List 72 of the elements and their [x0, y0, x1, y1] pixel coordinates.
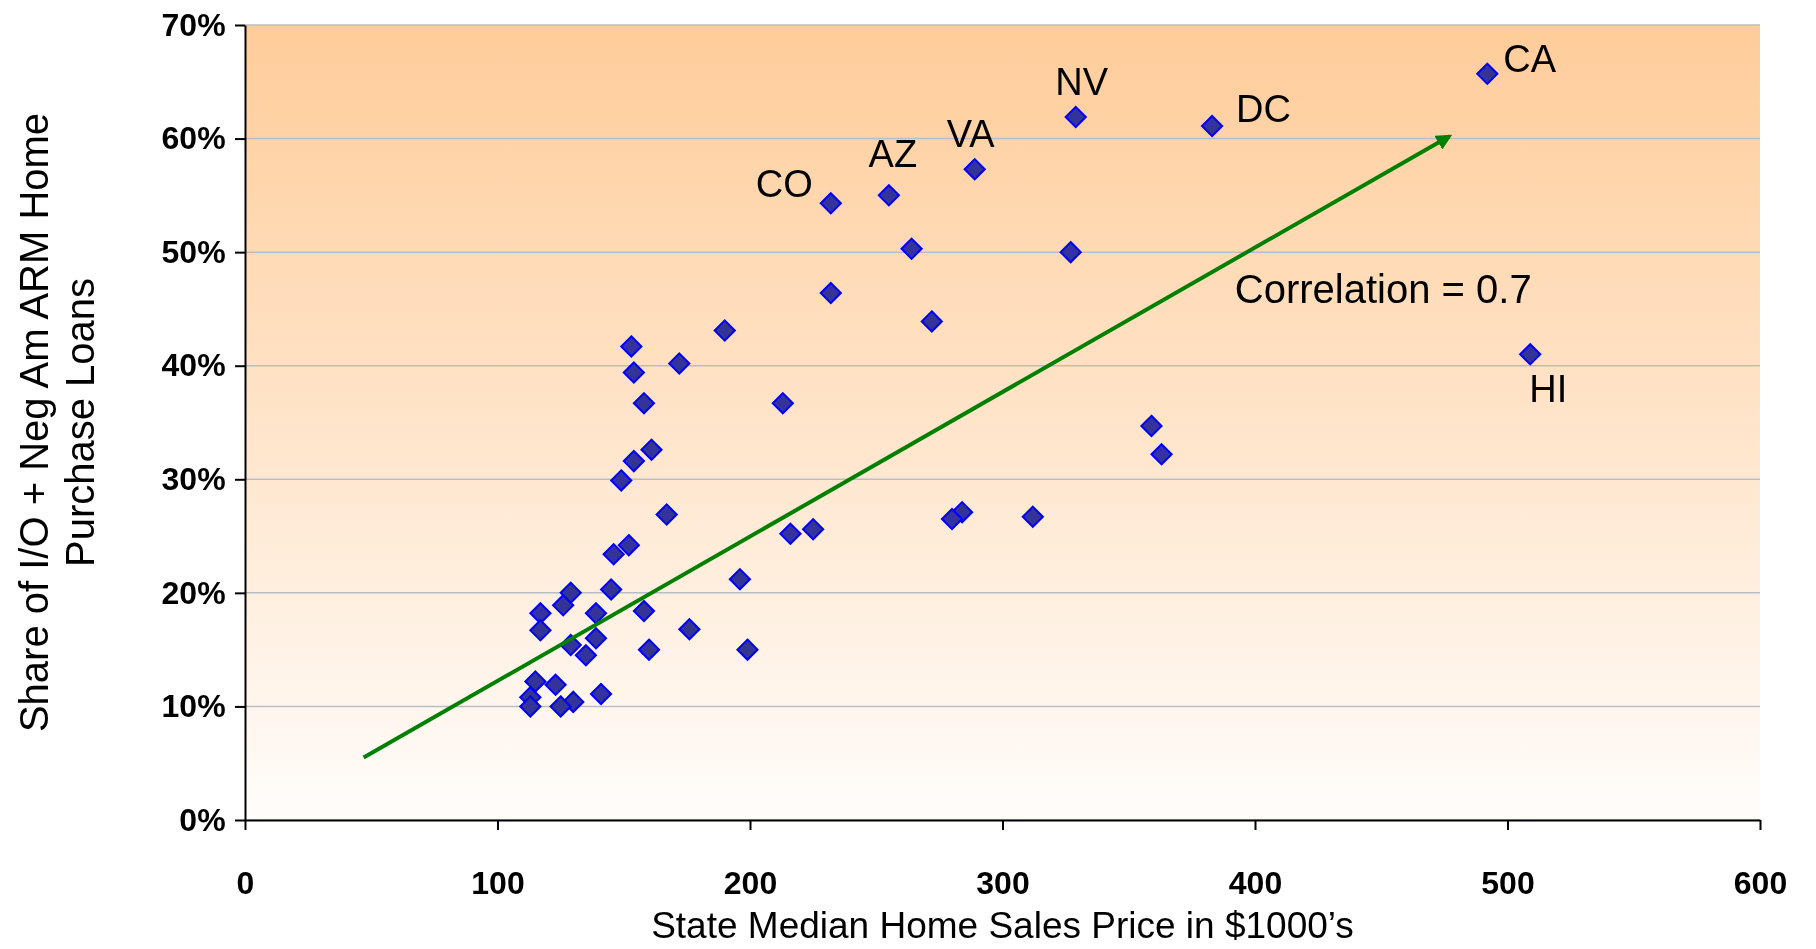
- point: [1150, 443, 1173, 466]
- point: [771, 392, 794, 415]
- point: [1200, 114, 1224, 138]
- point: [632, 599, 656, 623]
- point: [1059, 241, 1082, 264]
- point: [877, 184, 900, 207]
- point: [617, 534, 640, 557]
- point: [736, 638, 759, 661]
- point: [668, 352, 691, 375]
- point: [529, 619, 552, 642]
- x-tick-label: 400: [1228, 864, 1283, 901]
- point: [655, 503, 678, 526]
- point: [589, 682, 613, 706]
- x-tick-label: 0: [236, 864, 255, 901]
- point: [549, 695, 572, 718]
- annotation: Correlation = 0.7: [1234, 267, 1532, 312]
- y-tick-label: 10%: [161, 688, 226, 725]
- point: [632, 392, 656, 415]
- point: [779, 522, 802, 545]
- x-tick-label: 200: [723, 864, 778, 901]
- point: [940, 507, 964, 531]
- point: [559, 581, 582, 604]
- point: [622, 361, 645, 384]
- point: [620, 335, 643, 358]
- annotation: HI: [1529, 368, 1568, 411]
- point: [544, 673, 567, 696]
- y-tick-label: 70%: [161, 6, 226, 43]
- point: [574, 644, 597, 667]
- point: [584, 602, 608, 625]
- point: [920, 310, 943, 333]
- point: [600, 578, 623, 601]
- point: [713, 319, 736, 342]
- y-tick-label: 60%: [161, 120, 226, 157]
- point: [524, 670, 547, 693]
- point: [622, 450, 645, 473]
- point: [728, 568, 751, 591]
- point: [1140, 414, 1163, 438]
- y-tick-label: 50%: [161, 233, 226, 270]
- point: [1021, 505, 1044, 528]
- point: [900, 237, 923, 260]
- point: [819, 192, 842, 215]
- point: [819, 281, 842, 305]
- x-tick-label: 500: [1481, 864, 1535, 901]
- x-tick-label: 600: [1733, 864, 1788, 901]
- annotation: DC: [1236, 88, 1291, 131]
- point: [963, 158, 986, 181]
- point: [1064, 105, 1087, 129]
- point: [552, 594, 575, 617]
- point: [640, 438, 663, 461]
- x-tick-label: 100: [471, 864, 525, 901]
- y-tick-label: 40%: [161, 347, 226, 384]
- point: [637, 638, 661, 661]
- point: [529, 602, 552, 625]
- y-axis-title: Share of I/O + Neg Am ARM Home Purchase Loans: [12, 112, 102, 733]
- annotation: CA: [1503, 37, 1557, 80]
- y-tick-label: 20%: [161, 574, 226, 611]
- point: [519, 695, 542, 718]
- annotation: CO: [755, 163, 813, 206]
- y-tick-label: 30%: [161, 461, 226, 498]
- x-tick-label: 300: [976, 864, 1030, 901]
- annotation: NV: [1055, 60, 1109, 103]
- point: [1476, 62, 1499, 85]
- point: [584, 627, 608, 650]
- point: [602, 543, 625, 566]
- point: [1519, 343, 1542, 366]
- x-axis-title: State Median Home Sales Price in $1000’s: [651, 905, 1354, 946]
- point: [802, 518, 825, 541]
- y-tick-label: 0%: [179, 801, 226, 838]
- annotation: VA: [946, 113, 996, 156]
- annotation: AZ: [868, 133, 918, 176]
- point: [678, 618, 701, 641]
- point: [610, 469, 633, 492]
